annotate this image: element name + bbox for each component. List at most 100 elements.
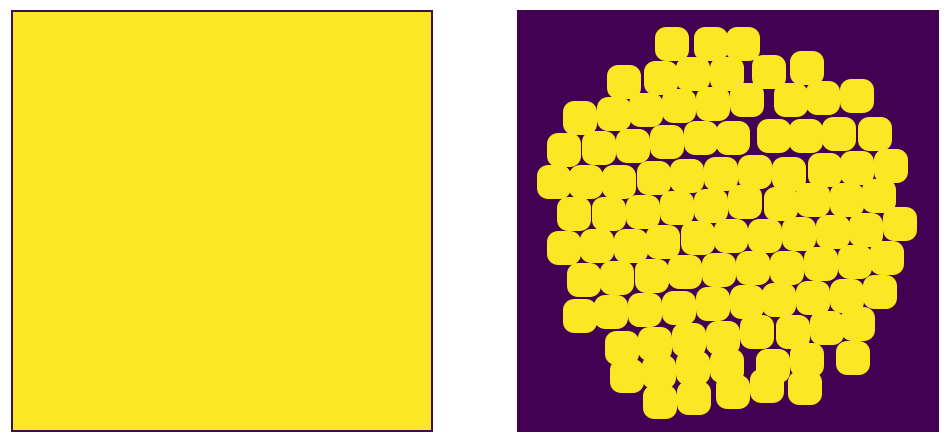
mask-blob [662, 291, 696, 325]
mask-blob [614, 229, 648, 263]
mask-blob [638, 327, 672, 361]
mask-blob [752, 55, 786, 89]
mask-blob [644, 61, 678, 95]
mask-blob [806, 81, 840, 115]
mask-blob [629, 93, 663, 127]
mask-blob [600, 261, 634, 295]
mask-blob [788, 371, 822, 405]
mask-blob [628, 293, 662, 327]
mask-blob [816, 215, 850, 249]
mask-blob [642, 355, 676, 389]
mask-blob [838, 245, 872, 279]
mask-blob [702, 253, 736, 287]
mask-blob [808, 153, 842, 187]
mask-blob [840, 151, 874, 185]
mask-blob [650, 125, 684, 159]
mask-blob [694, 27, 728, 61]
mask-blob [602, 165, 636, 199]
mask-blob [830, 183, 864, 217]
mask-blob [726, 27, 760, 61]
mask-blob [557, 197, 591, 231]
mask-blob [537, 165, 571, 199]
right-mask-canvas [517, 10, 939, 432]
mask-blob [547, 133, 581, 167]
mask-blob [740, 315, 774, 349]
mask-blob [782, 217, 816, 251]
mask-blob [547, 231, 581, 265]
mask-blob [635, 259, 669, 293]
mask-blob [582, 131, 616, 165]
mask-blob [810, 311, 844, 345]
mask-blob [804, 247, 838, 281]
mask-blob [764, 187, 798, 221]
mask-blob [592, 197, 626, 231]
yellow-blobs-group [537, 27, 917, 419]
mask-blob [668, 255, 702, 289]
mask-blob [610, 359, 644, 393]
mask-blob [677, 381, 711, 415]
mask-blob [655, 27, 689, 61]
mask-blob [762, 283, 796, 317]
mask-blob [662, 89, 696, 123]
mask-blob [684, 121, 718, 155]
mask-blob [822, 117, 856, 151]
mask-blob [563, 299, 597, 333]
mask-blob [567, 263, 601, 297]
mask-blob [706, 321, 740, 355]
mask-blob [790, 51, 824, 85]
mask-blob [710, 57, 744, 91]
right-mask-image [517, 10, 939, 432]
mask-blob [858, 117, 892, 151]
left-mask-canvas [13, 12, 431, 430]
mask-blob [874, 149, 908, 183]
mask-blob [863, 275, 897, 309]
mask-blob [696, 287, 730, 321]
mask-blob [883, 207, 917, 241]
mask-blob [660, 191, 694, 225]
mask-blob [748, 219, 782, 253]
mask-blob [716, 121, 750, 155]
mask-blob [849, 213, 883, 247]
mask-blob [776, 315, 810, 349]
mask-blob [704, 157, 738, 191]
mask-blob [796, 183, 830, 217]
mask-blob [757, 119, 791, 153]
mask-blob [862, 179, 896, 213]
mask-blob [716, 375, 750, 409]
mask-blob [597, 97, 631, 131]
mask-blob [730, 83, 764, 117]
mask-blob [605, 331, 639, 365]
mask-blob [830, 279, 864, 313]
mask-blob [836, 341, 870, 375]
mask-blob [728, 185, 762, 219]
mask-blob [789, 119, 823, 153]
mask-blob [750, 369, 784, 403]
mask-blob [774, 83, 808, 117]
mask-blob [676, 351, 710, 385]
mask-blob [563, 101, 597, 135]
mask-blob [594, 295, 628, 329]
mask-blob [790, 343, 824, 377]
mask-blob [676, 57, 710, 91]
solid-yellow-fill [13, 12, 431, 430]
mask-blob [646, 225, 680, 259]
mask-blob [870, 241, 904, 275]
mask-blob [840, 79, 874, 113]
mask-blob [738, 155, 772, 189]
mask-blob [770, 251, 804, 285]
mask-blob [796, 281, 830, 315]
mask-blob [643, 385, 677, 419]
mask-blob [696, 87, 730, 121]
mask-blob [580, 229, 614, 263]
mask-blob [736, 251, 770, 285]
left-mask-image [11, 10, 433, 432]
mask-blob [616, 129, 650, 163]
mask-blob [626, 195, 660, 229]
mask-blob [710, 349, 744, 383]
mask-blob [694, 189, 728, 223]
mask-blob [637, 161, 671, 195]
mask-blob [607, 65, 641, 99]
mask-blob [730, 285, 764, 319]
mask-blob [841, 307, 875, 341]
mask-blob [670, 159, 704, 193]
